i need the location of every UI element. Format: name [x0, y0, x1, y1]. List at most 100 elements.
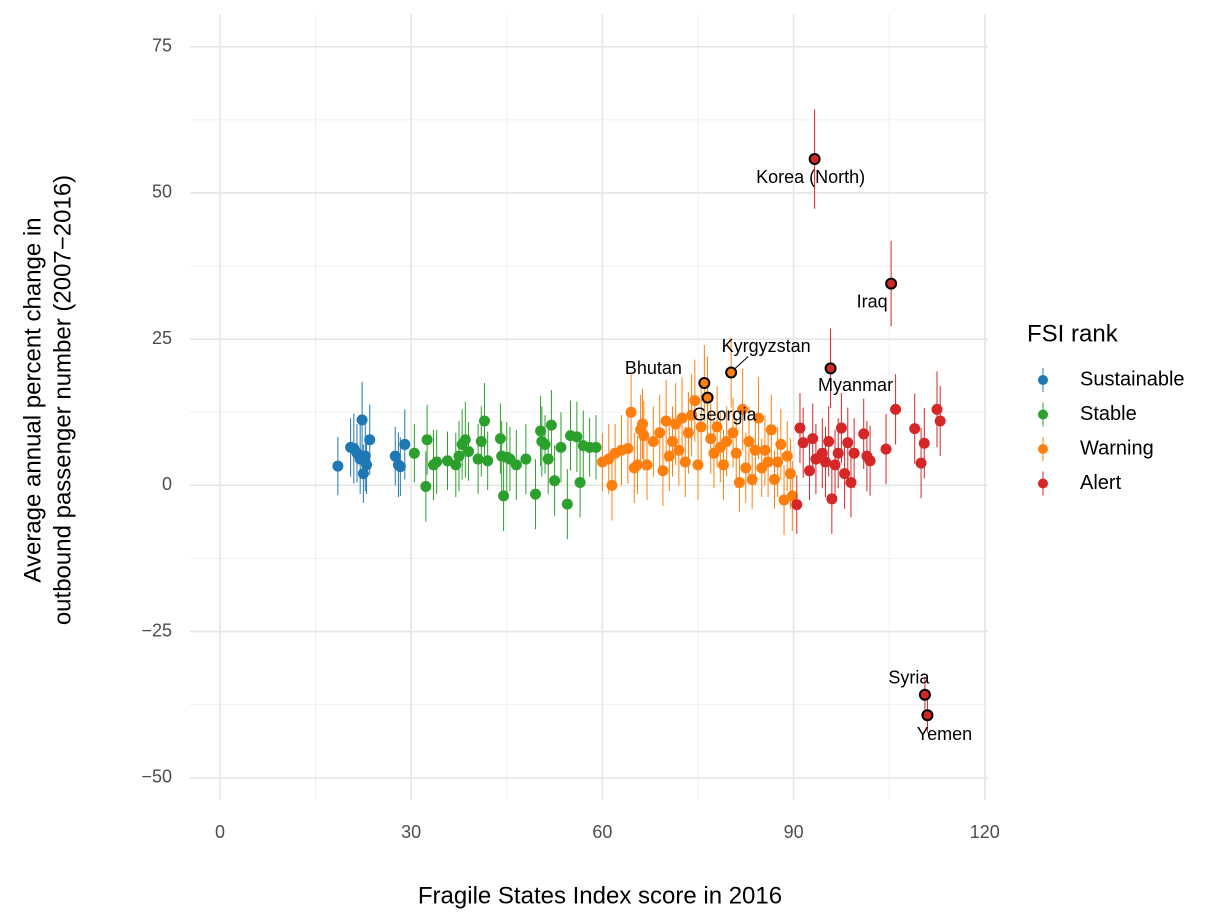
x-tick-label: 0 — [215, 822, 225, 842]
y-tick-label: 25 — [152, 328, 172, 348]
point — [679, 456, 691, 468]
legend-label: Stable — [1080, 403, 1137, 425]
point — [549, 475, 561, 487]
point-label: Syria — [888, 667, 930, 687]
point — [453, 450, 465, 462]
point — [807, 433, 819, 445]
x-tick-label: 90 — [784, 822, 804, 842]
y-axis-title: Average annual percent change in — [19, 217, 46, 582]
point — [885, 277, 898, 290]
point — [909, 423, 921, 435]
point — [657, 465, 669, 477]
point — [625, 406, 637, 418]
point — [762, 456, 774, 468]
point — [918, 437, 930, 449]
point — [356, 414, 368, 426]
legend-symbol — [1038, 478, 1048, 489]
point — [730, 447, 742, 459]
point — [711, 421, 723, 433]
y-tick-label: 75 — [152, 36, 172, 56]
point — [606, 479, 618, 491]
point — [725, 366, 738, 379]
point — [459, 434, 471, 446]
point — [698, 377, 711, 390]
y-tick-label: −50 — [141, 767, 172, 787]
legend-symbol — [1038, 444, 1048, 454]
point-label: Iraq — [857, 291, 888, 311]
point — [494, 433, 506, 445]
point — [934, 415, 946, 427]
point — [520, 453, 532, 465]
point — [839, 468, 851, 480]
point-label: Korea (North) — [756, 167, 865, 187]
y-tick-label: 0 — [162, 474, 172, 494]
point — [364, 434, 376, 446]
point — [482, 455, 494, 467]
point — [654, 427, 666, 439]
x-axis-title: Fragile States Index score in 2016 — [418, 882, 782, 909]
point — [826, 493, 838, 505]
point — [740, 462, 752, 474]
point — [797, 437, 809, 449]
y-tick-label: 50 — [152, 182, 172, 202]
point — [721, 436, 733, 448]
point — [478, 415, 490, 427]
point — [845, 476, 857, 488]
point — [359, 450, 371, 462]
point — [753, 412, 765, 424]
point — [420, 481, 432, 493]
point — [746, 474, 758, 486]
point — [389, 450, 401, 462]
point — [660, 415, 672, 427]
point — [823, 436, 835, 448]
point — [332, 460, 344, 472]
x-tick-label: 30 — [401, 822, 421, 842]
x-tick-label: 60 — [592, 822, 612, 842]
point — [918, 688, 931, 701]
legend-label: Warning — [1080, 437, 1154, 459]
point — [442, 455, 454, 467]
point — [421, 434, 433, 446]
point — [705, 433, 717, 445]
leader-line — [734, 356, 749, 369]
point-label: Kyrgyzstan — [722, 336, 811, 356]
point — [695, 421, 707, 433]
legend-label: Alert — [1080, 472, 1122, 494]
point — [647, 436, 659, 448]
point — [733, 476, 745, 488]
point — [641, 459, 653, 471]
point — [574, 476, 586, 488]
point — [408, 447, 420, 459]
point — [682, 427, 694, 439]
point — [535, 425, 547, 437]
point — [590, 441, 602, 453]
point — [571, 431, 583, 443]
point — [743, 436, 755, 448]
point — [864, 455, 876, 467]
point — [498, 490, 510, 502]
point — [638, 430, 650, 442]
point — [676, 412, 688, 424]
point — [824, 362, 837, 375]
point-label: Yemen — [917, 724, 972, 744]
point — [666, 436, 678, 448]
point — [842, 437, 854, 449]
point — [542, 453, 554, 465]
point — [921, 709, 934, 722]
point — [431, 456, 443, 468]
point — [510, 459, 522, 471]
point — [663, 450, 675, 462]
point — [829, 459, 841, 471]
point — [686, 409, 698, 421]
point — [622, 443, 634, 455]
point — [816, 447, 828, 459]
point — [399, 438, 411, 450]
point — [472, 453, 484, 465]
point — [637, 418, 649, 430]
point — [772, 456, 784, 468]
legend-symbol — [1038, 409, 1048, 420]
point — [775, 438, 787, 450]
point — [791, 499, 803, 511]
point — [692, 459, 704, 471]
point — [673, 444, 685, 456]
